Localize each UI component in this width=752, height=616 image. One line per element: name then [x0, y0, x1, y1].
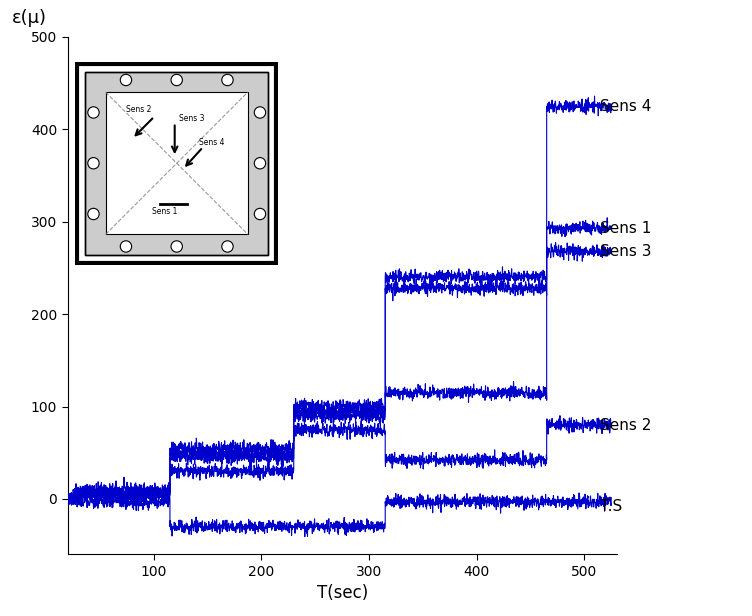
Text: Sens 2: Sens 2 [601, 418, 652, 432]
Circle shape [120, 75, 132, 86]
Text: Sens 4: Sens 4 [601, 99, 652, 114]
Text: Sens 4: Sens 4 [199, 138, 225, 147]
X-axis label: T(sec): T(sec) [317, 585, 368, 602]
Y-axis label: ε(μ): ε(μ) [12, 9, 47, 26]
Bar [105, 92, 248, 234]
Text: Sens 3: Sens 3 [179, 113, 205, 123]
Circle shape [88, 158, 99, 169]
Circle shape [120, 241, 132, 252]
Circle shape [222, 75, 233, 86]
Circle shape [88, 208, 99, 220]
Text: Sens 1: Sens 1 [153, 207, 177, 216]
Text: Sens 1: Sens 1 [601, 221, 652, 236]
Circle shape [254, 158, 265, 169]
Circle shape [254, 107, 265, 118]
Circle shape [88, 107, 99, 118]
Text: T.S: T.S [601, 499, 623, 514]
Text: Sens 3: Sens 3 [601, 244, 652, 259]
Circle shape [254, 208, 265, 220]
Circle shape [171, 75, 183, 86]
Circle shape [171, 241, 183, 252]
Circle shape [222, 241, 233, 252]
Text: Sens 2: Sens 2 [126, 105, 151, 115]
